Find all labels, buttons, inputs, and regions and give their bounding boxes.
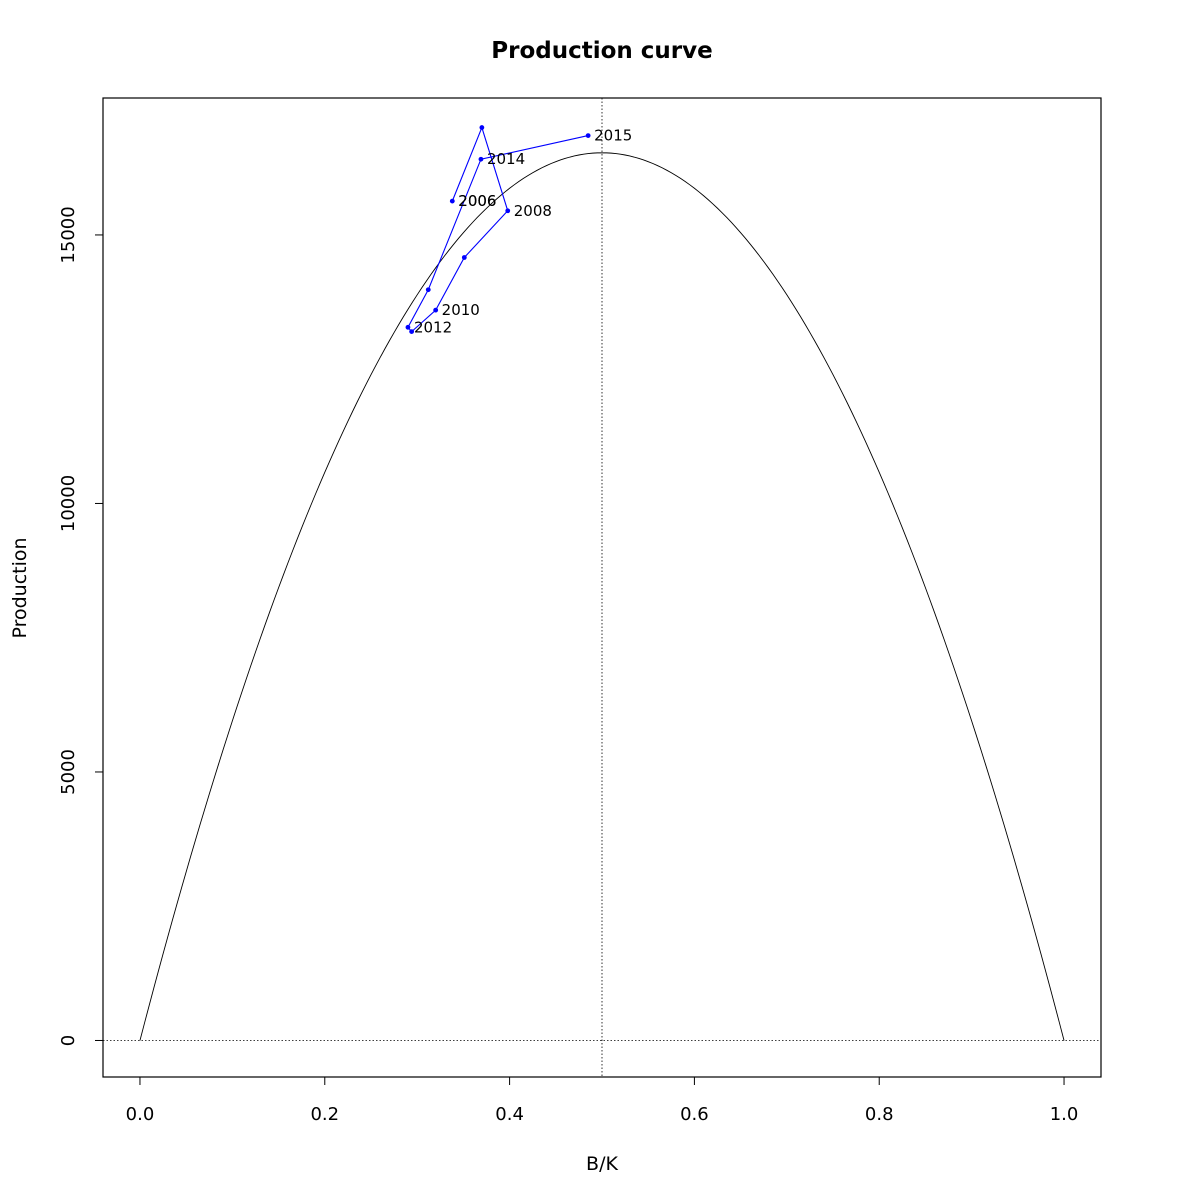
trajectory-point [425, 287, 431, 293]
trajectory-point [479, 125, 485, 130]
x-tick-label: 0.6 [680, 1104, 709, 1125]
year-annotation: 2014 [487, 150, 525, 168]
trajectory-point [409, 329, 415, 335]
y-axis-label: Production [9, 537, 31, 638]
trajectory-point [449, 198, 455, 204]
trajectory-point [405, 324, 411, 330]
plot-frame [102, 97, 1102, 1078]
x-tick-label: 0.0 [126, 1104, 155, 1125]
year-annotation: 2012 [414, 318, 452, 336]
year-annotation: 2008 [514, 202, 552, 220]
x-tick-label: 0.8 [865, 1104, 894, 1125]
production-curve-line [139, 152, 1065, 1041]
y-tick-label: 15000 [58, 206, 79, 263]
year-annotation: 2015 [594, 127, 632, 145]
x-tick-label: 0.2 [310, 1104, 339, 1125]
year-annotation: 2006 [458, 192, 496, 210]
y-tick-label: 10000 [58, 475, 79, 532]
x-tick-label: 0.4 [495, 1104, 524, 1125]
trajectory-line [407, 125, 589, 333]
trajectory-point [505, 208, 511, 214]
year-annotation: 2006 [458, 192, 496, 210]
x-axis-label: B/K [586, 1153, 618, 1175]
x-tick-label: 1.0 [1050, 1104, 1079, 1125]
trajectory-point [478, 156, 484, 162]
y-tick-label: 5000 [58, 749, 79, 795]
y-tick-label: 0 [58, 1035, 79, 1046]
chart-title: Production curve [491, 38, 712, 64]
trajectory-point [461, 255, 467, 260]
trajectory-point [585, 133, 591, 138]
year-annotation: 2010 [442, 301, 480, 319]
trajectory-point [433, 307, 439, 313]
